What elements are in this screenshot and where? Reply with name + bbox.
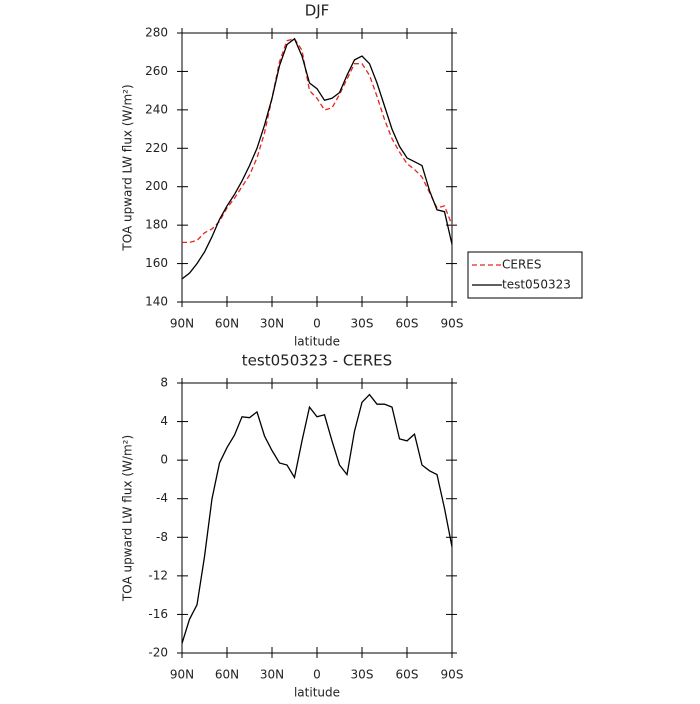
chart-title: test050323 - CERES xyxy=(242,352,392,370)
x-tick-label: 60N xyxy=(215,668,239,682)
y-tick-label: 4 xyxy=(160,414,168,428)
x-tick-label: 60N xyxy=(215,317,239,331)
y-tick-label: 280 xyxy=(145,26,168,40)
y-tick-label: 180 xyxy=(145,218,168,232)
legend-label: test050323 xyxy=(502,278,571,292)
y-tick-label: -4 xyxy=(156,491,168,505)
legend-label: CERES xyxy=(502,258,542,272)
chart-title: DJF xyxy=(305,2,330,20)
x-tick-label: 90S xyxy=(441,668,464,682)
y-axis-label: TOA upward LW flux (W/m²) xyxy=(121,435,135,602)
y-tick-label: -12 xyxy=(148,568,168,582)
y-tick-label: 160 xyxy=(145,256,168,270)
x-tick-label: 90N xyxy=(170,668,194,682)
x-tick-label: 30N xyxy=(260,668,284,682)
y-tick-label: -16 xyxy=(148,607,168,621)
y-axis-label: TOA upward LW flux (W/m²) xyxy=(121,84,135,251)
y-tick-label: 0 xyxy=(160,453,168,467)
legend-box xyxy=(467,251,583,299)
plot-frame xyxy=(181,382,453,654)
y-tick-label: 240 xyxy=(145,102,168,116)
y-tick-label: -8 xyxy=(156,530,168,544)
x-tick-label: 30N xyxy=(260,317,284,331)
y-tick-label: 140 xyxy=(145,295,168,309)
data-line xyxy=(181,37,453,280)
y-tick-label: 260 xyxy=(145,64,168,78)
data-line xyxy=(182,38,453,244)
data-line xyxy=(181,393,453,644)
x-tick-label: 0 xyxy=(313,317,321,331)
x-tick-label: 90N xyxy=(170,317,194,331)
x-tick-label: 90S xyxy=(441,317,464,331)
y-tick-label: 220 xyxy=(145,141,168,155)
x-tick-label: 60S xyxy=(396,317,419,331)
x-tick-label: 30S xyxy=(351,668,374,682)
x-tick-label: 30S xyxy=(351,317,374,331)
x-tick-label: 60S xyxy=(396,668,419,682)
y-tick-label: 8 xyxy=(160,376,168,390)
x-axis-label: latitude xyxy=(294,335,340,349)
y-tick-label: 200 xyxy=(145,179,168,193)
x-axis-label: latitude xyxy=(294,686,340,700)
y-tick-label: -20 xyxy=(148,646,168,660)
x-tick-label: 0 xyxy=(313,668,321,682)
